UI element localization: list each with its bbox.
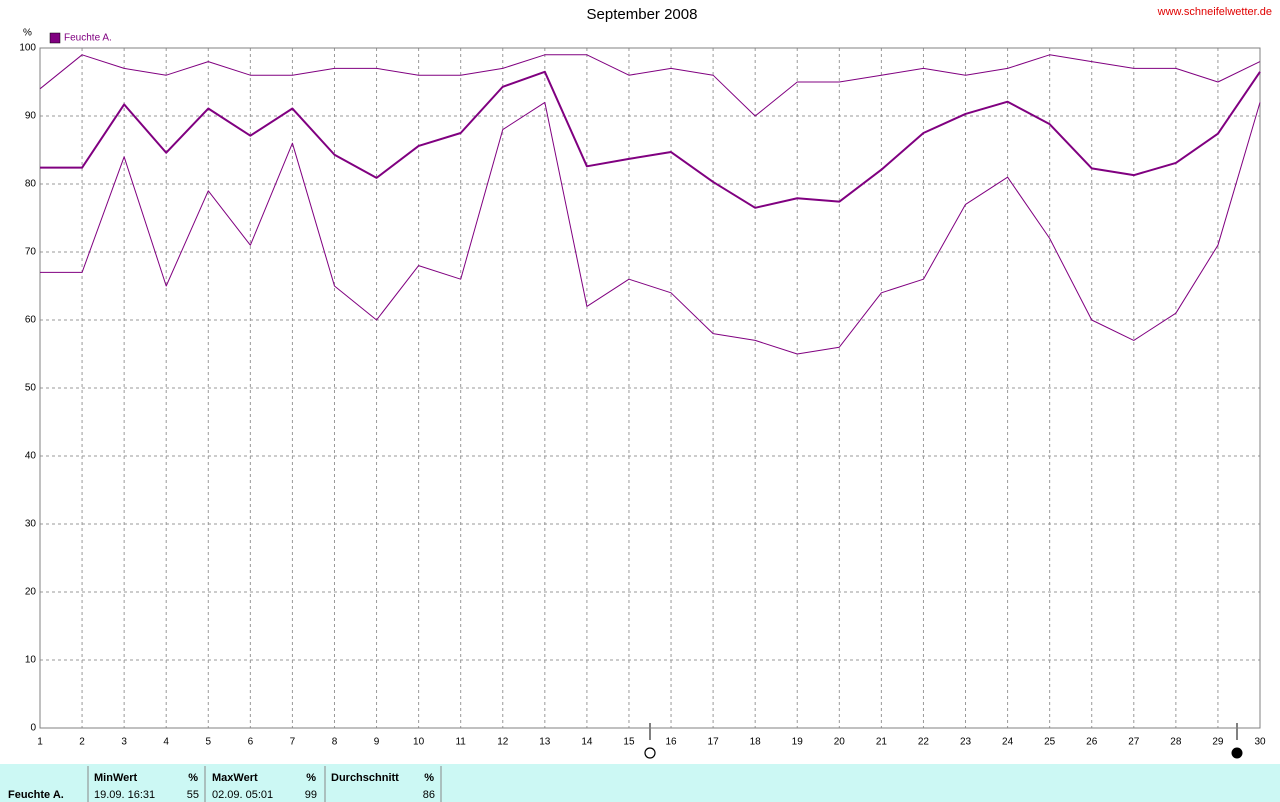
footer-dividers [87,766,442,802]
x-tick-label: 2 [79,737,85,748]
y-tick-label: 30 [25,519,37,530]
source-link: www.schneifelwetter.de [1157,6,1272,18]
x-tick-label: 18 [750,737,762,748]
col-time: 19.09. 16:31 [94,789,155,801]
x-tick-label: 10 [413,737,425,748]
footer-band [0,764,1280,802]
col-unit: % [188,772,198,784]
col-unit: % [424,772,434,784]
y-tick-label: 70 [25,247,37,258]
x-tick-label: 11 [455,737,466,748]
x-tick-label: 23 [960,737,972,748]
x-tick-label: 21 [876,737,888,748]
x-tick-label: 16 [665,737,677,748]
y-unit: % [23,28,32,39]
x-tick-label: 29 [1212,737,1224,748]
x-tick-label: 8 [332,737,338,748]
col-header: Durchschnitt [331,772,399,784]
x-tick-label: 27 [1128,737,1140,748]
x-tick-label: 25 [1044,737,1056,748]
x-tick-label: 12 [497,737,509,748]
y-tick-label: 20 [25,587,37,598]
y-tick-label: 10 [25,655,37,666]
x-tick-label: 28 [1170,737,1182,748]
col-header: MaxWert [212,772,258,784]
col-header: MinWert [94,772,138,784]
y-tick-label: 0 [30,723,36,734]
x-tick-label: 14 [581,737,593,748]
x-tick-label: 15 [623,737,635,748]
series-line [39,54,1261,117]
y-tick-label: 50 [25,383,37,394]
legend-label: Feuchte A. [64,33,112,44]
x-tick-label: 3 [121,737,127,748]
x-tick-label: 13 [539,737,551,748]
y-tick-label: 100 [19,43,36,54]
y-tick-label: 60 [25,315,37,326]
col-time: 02.09. 05:01 [212,789,273,801]
x-tick-label: 22 [918,737,930,748]
x-tick-label: 9 [374,737,380,748]
x-tick-label: 1 [37,737,43,748]
x-tick-label: 17 [708,737,720,748]
col-value: 86 [423,789,435,801]
x-tick-label: 6 [248,737,254,748]
chart-title: September 2008 [587,6,698,23]
x-tick-label: 30 [1254,737,1266,748]
x-tick-label: 19 [792,737,804,748]
series-line [40,70,1261,209]
x-tick-label: 5 [205,737,211,748]
x-tick-label: 7 [290,737,296,748]
y-tick-label: 80 [25,179,37,190]
new-moon-icon [1231,747,1243,759]
x-tick-label: 26 [1086,737,1098,748]
series-line [40,101,1261,355]
y-tick-label: 40 [25,451,37,462]
y-tick-label: 90 [25,111,37,122]
legend-swatch [49,32,61,44]
col-value: 99 [305,789,317,801]
x-tick-label: 20 [834,737,846,748]
plot-frame [39,47,1261,729]
col-value: 55 [187,789,199,801]
col-unit: % [306,772,316,784]
full-moon-icon [644,747,656,759]
x-tick-label: 24 [1002,737,1014,748]
x-tick-label: 4 [163,737,169,748]
row-label: Feuchte A. [8,789,64,801]
